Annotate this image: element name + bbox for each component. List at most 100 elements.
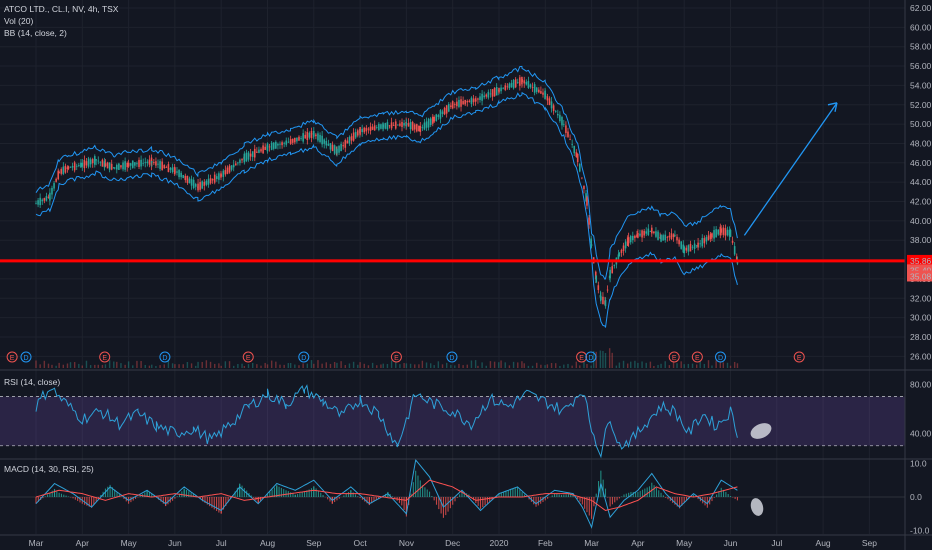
candle-body [394, 121, 397, 129]
volume-bar [546, 364, 549, 368]
volume-bar [575, 361, 578, 368]
candle-body [403, 123, 405, 126]
volume-bar [69, 362, 72, 368]
candle-body [468, 100, 471, 102]
event-label: E [102, 355, 107, 362]
volume-bar [336, 362, 338, 368]
bollinger-legend[interactable]: BB (14, close, 2) [4, 28, 67, 38]
candle-body [609, 269, 611, 279]
event-marker [390, 351, 402, 363]
candle-body [131, 160, 134, 168]
price-tick-label: 48.00 [910, 138, 932, 148]
candle-body [650, 227, 653, 234]
volume-bar [359, 362, 361, 368]
candle-body [184, 175, 187, 181]
price-tick-label: 26.00 [910, 351, 932, 361]
candle-body [190, 179, 193, 186]
volume-bar [523, 363, 525, 368]
volume-bar [214, 363, 216, 368]
volume-legend[interactable]: Vol (20) [4, 16, 34, 26]
candle-body [180, 172, 182, 178]
candle-body [495, 86, 498, 96]
event-marker [159, 351, 171, 363]
candle-body [464, 99, 467, 105]
candle-body [211, 178, 214, 181]
volume-bar [645, 362, 647, 368]
candle-body [118, 163, 120, 170]
volume-bar [611, 352, 613, 368]
candle-body [611, 266, 614, 274]
volume-bar [101, 364, 104, 368]
volume-bar [367, 365, 370, 368]
candle-body [571, 144, 573, 145]
candle-body [666, 236, 669, 238]
candle-body [578, 164, 581, 172]
candle-body [525, 81, 528, 85]
volume-bar [289, 362, 292, 368]
volume-bar [615, 365, 618, 368]
candle-body [127, 162, 130, 167]
volume-bar [722, 362, 725, 368]
candle-body [178, 169, 180, 178]
rsi-band [0, 396, 905, 446]
candle-body [573, 145, 576, 154]
candle-body [390, 122, 393, 129]
candle-body [502, 88, 504, 90]
candle-body [602, 296, 604, 305]
candle-body [715, 229, 717, 238]
volume-bar [521, 361, 523, 368]
candle-body [253, 148, 256, 158]
volume-bar [664, 361, 666, 368]
candle-body [443, 107, 446, 115]
candle-body [58, 172, 60, 173]
candle-body [262, 145, 264, 154]
volume-bar [151, 364, 153, 368]
candle-body [647, 228, 650, 235]
candle-body [81, 162, 84, 167]
candle-body [55, 178, 57, 182]
volume-bar [536, 362, 538, 368]
event-label: E [10, 355, 15, 362]
volume-bar [243, 365, 246, 368]
volume-bar [380, 364, 382, 368]
symbol-legend[interactable]: ATCO LTD., CL.I, NV, 4h, TSX [4, 4, 119, 14]
candle-body [705, 237, 708, 242]
candle-body [674, 235, 676, 236]
price-tick-label: 46.00 [910, 158, 932, 168]
candle-body [51, 187, 53, 195]
candle-body [222, 170, 225, 177]
volume-bar [540, 364, 542, 368]
volume-bar [124, 364, 126, 368]
candle-body [453, 104, 456, 106]
candle-body [498, 88, 500, 93]
candle-body [713, 230, 715, 239]
candle-body [342, 145, 345, 147]
volume-bar [691, 363, 694, 368]
candle-body [207, 178, 210, 185]
volume-bar [78, 363, 80, 368]
candle-body [367, 128, 370, 130]
candle-body [531, 86, 534, 88]
candle-body [493, 87, 496, 97]
volume-bar [653, 365, 655, 368]
macd-tick-label: 10.0 [910, 458, 927, 468]
macd-legend[interactable]: MACD (14, 30, RSI, 25) [4, 464, 94, 474]
rsi-legend[interactable]: RSI (14, close) [4, 377, 61, 387]
candle-body [369, 126, 372, 131]
volume-bar [241, 363, 243, 368]
candle-body [523, 80, 526, 84]
candle-body [419, 125, 422, 132]
volume-bar [544, 365, 546, 368]
candle-body [165, 167, 168, 168]
candle-body [600, 296, 602, 301]
candle-body [516, 82, 519, 83]
x-tick-label: Aug [816, 538, 831, 548]
volume-bar [298, 365, 300, 368]
candle-body [626, 237, 629, 246]
candle-body [302, 133, 304, 142]
candle-body [289, 139, 292, 144]
candle-body [425, 121, 428, 128]
candle-body [458, 99, 460, 107]
candle-body [437, 115, 440, 117]
